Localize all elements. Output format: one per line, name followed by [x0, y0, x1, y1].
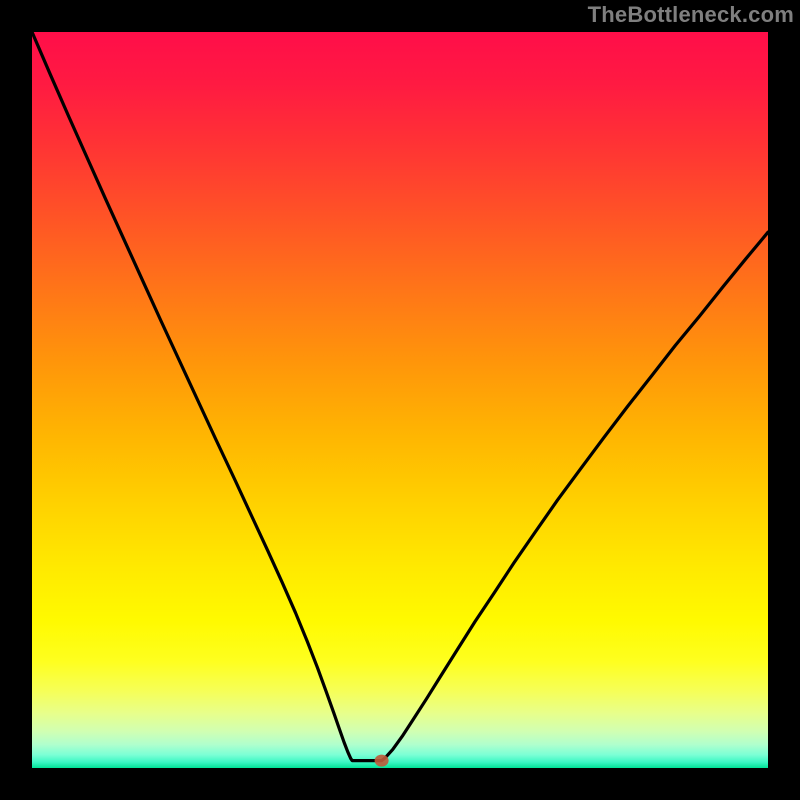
bottleneck-chart: [0, 0, 800, 800]
watermark-text: TheBottleneck.com: [588, 2, 794, 28]
optimal-point-marker: [375, 755, 389, 767]
plot-background: [32, 32, 768, 768]
chart-stage: TheBottleneck.com: [0, 0, 800, 800]
